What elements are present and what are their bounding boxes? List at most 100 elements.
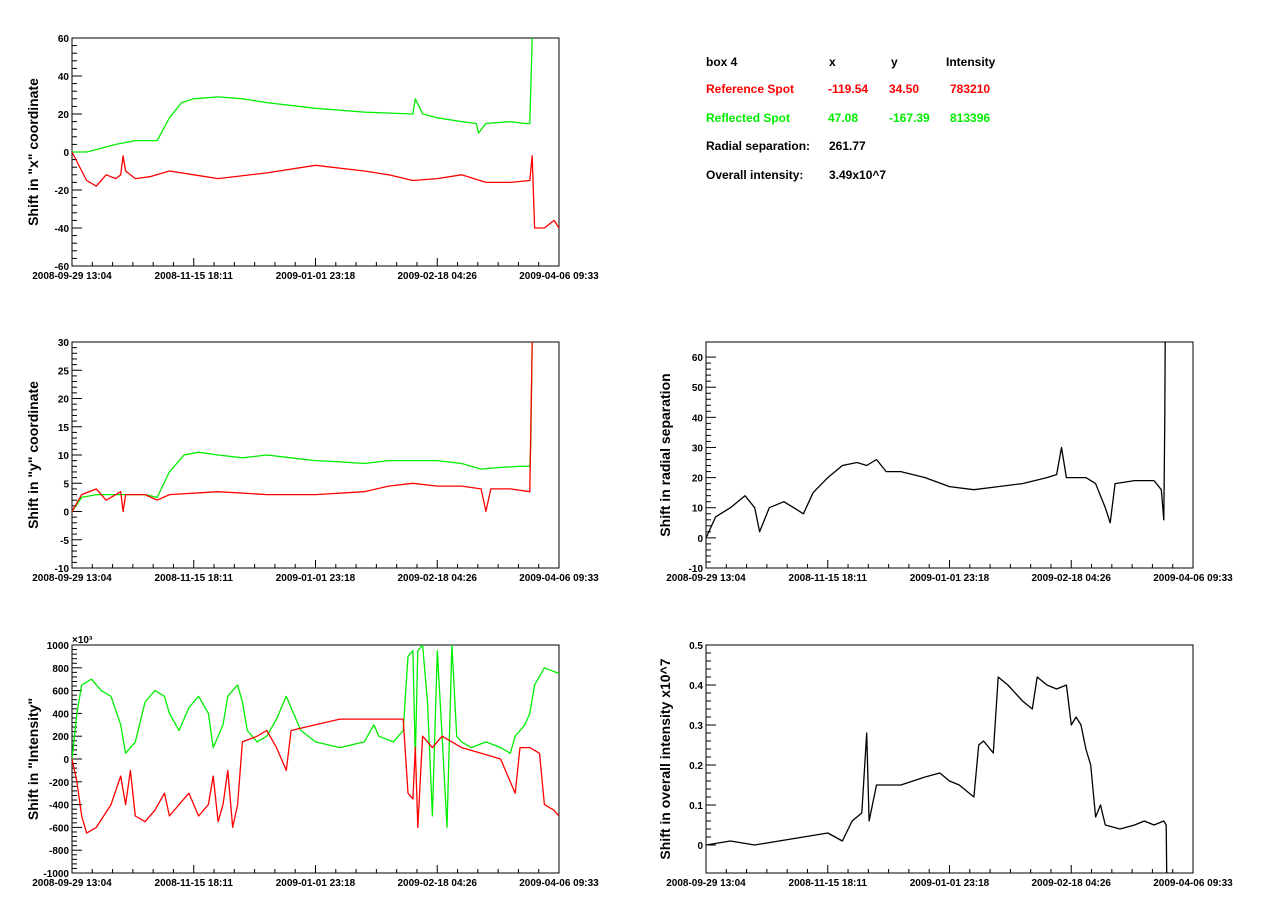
y-tick-label: 10 [58,451,70,462]
plot-frame [71,341,560,569]
y-multiplier-label: ×10³ [72,635,93,646]
info-header-intensity: Intensity [946,55,996,69]
info-header-y: y [891,55,898,69]
y-tick-label: 30 [58,338,70,349]
y-tick-label: 1000 [47,641,70,652]
y-tick-label: -200 [49,778,69,789]
x-tick-label: 2009-01-01 23:18 [276,573,356,584]
series-line-reference [72,151,559,229]
x-tick-label: 2008-11-15 18:11 [155,878,234,889]
y-tick-label: 0.5 [689,641,703,652]
x-tick-label: 2009-01-01 23:18 [910,573,990,584]
y-axis-label: Shift in "x" coordinate [25,78,41,226]
x-tick-label: 2008-09-29 13:04 [32,878,112,889]
reference-spot-x: -119.54 [828,82,868,96]
reference-spot-y: 34.50 [889,82,919,96]
y-axis-label: Shift in radial separation [657,373,673,536]
series-line-single [706,676,1168,873]
x-tick-label: 2009-04-06 09:33 [1153,573,1233,584]
x-tick-label: 2009-04-06 09:33 [519,878,599,889]
series-line-reference [72,342,533,513]
overall-intensity-label: Overall intensity: [706,168,803,182]
x-tick-label: 2008-09-29 13:04 [666,878,746,889]
y-tick-label: -800 [49,846,69,857]
y-tick-label: 60 [692,353,704,364]
info-header-x: x [829,55,836,69]
y-tick-label: 40 [58,72,70,83]
y-tick-label: 600 [52,687,69,698]
x-tick-label: 2008-11-15 18:11 [789,878,868,889]
x-tick-label: 2008-11-15 18:11 [789,573,868,584]
y-tick-label: 0.2 [689,761,703,772]
y-tick-label: 10 [692,504,704,515]
y-tick-label: 0 [697,534,703,545]
y-tick-label: 0 [63,148,69,159]
y-tick-label: -10 [689,564,704,575]
x-shift-panel: -60 -40 -20 0 20 40 60 2008-09-29 13:04 2008-11-… [25,34,599,282]
info-box: box 4 x y Intensity Reference Spot -119.… [706,55,996,182]
y-tick-label: 50 [692,383,704,394]
y-axis-label: Shift in "y" coordinate [25,381,41,529]
radial-separation-value: 261.77 [829,139,866,153]
x-tick-label: 2009-02-18 04:26 [397,573,477,584]
x-tick-label: 2008-11-15 18:11 [155,271,234,282]
y-tick-label: 25 [58,366,70,377]
x-tick-label: 2009-02-18 04:26 [1031,878,1111,889]
y-tick-label: 15 [58,423,70,434]
y-tick-label: -400 [49,801,69,812]
y-tick-label: 0 [63,508,69,519]
y-tick-label: -60 [55,262,70,273]
x-tick-label: 2009-04-06 09:33 [519,573,599,584]
plot-frame [71,644,560,874]
y-shift-panel: -10 -5 0 5 10 15 20 25 30 2008-09-29 13:04 2008-11… [25,338,599,584]
x-tick-label: 2008-09-29 13:04 [666,573,746,584]
plot-frame [71,37,560,267]
y-tick-label: 5 [63,479,69,490]
y-axis-label: Shift in overall intensity x10^7 [657,658,673,859]
reflected-spot-x: 47.08 [828,111,858,125]
y-tick-label: -40 [55,224,70,235]
x-tick-label: 2009-01-01 23:18 [276,271,356,282]
y-tick-label: -5 [60,536,69,547]
radial-separation-label: Radial separation: [706,139,810,153]
radial-shift-panel: -10 0 10 20 30 40 50 60 2008-09-29 13:04 2008-11-… [657,341,1233,584]
y-tick-label: 0.1 [689,801,703,812]
overall-intensity-shift-panel: 0 0.1 0.2 0.3 0.4 0.5 2008-09-29 13:04 2008-11-… [657,641,1233,889]
series-line-reflected [72,38,533,153]
x-tick-label: 2009-02-18 04:26 [397,271,477,282]
y-tick-label: -600 [49,823,69,834]
x-tick-label: 2009-01-01 23:18 [910,878,990,889]
y-tick-label: 20 [58,110,70,121]
info-header-box: box 4 [706,55,738,69]
y-tick-label: 20 [692,474,704,485]
series-line-reference [72,718,559,834]
y-tick-label: 0.4 [689,681,703,692]
y-tick-label: 200 [52,732,69,743]
y-axis-label: Shift in "Intensity" [25,698,41,820]
plot-frame [705,341,1194,569]
y-tick-label: 0 [63,755,69,766]
x-tick-label: 2009-02-18 04:26 [397,878,477,889]
x-tick-label: 2008-09-29 13:04 [32,271,112,282]
y-tick-label: 0.3 [689,721,703,732]
overall-intensity-value: 3.49x10^7 [829,168,886,182]
series-line-reflected [72,645,559,829]
x-tick-label: 2008-11-15 18:11 [155,573,234,584]
series-line-single [706,342,1166,539]
y-tick-label: 0 [697,841,703,852]
reference-spot-label: Reference Spot [706,82,794,96]
y-tick-label: -1000 [43,869,69,880]
reflected-spot-y: -167.39 [889,111,930,125]
x-tick-label: 2009-04-06 09:33 [519,271,599,282]
reflected-spot-intensity: 813396 [950,111,990,125]
intensity-shift-panel: -1000 -800 -600 -400 -200 0 200 400 600 800 1000 20… [25,635,599,889]
reference-spot-intensity: 783210 [950,82,990,96]
x-tick-label: 2009-01-01 23:18 [276,878,356,889]
x-tick-label: 2008-09-29 13:04 [32,573,112,584]
y-tick-label: 60 [58,34,70,45]
y-tick-label: 20 [58,395,70,406]
y-tick-label: -20 [55,186,70,197]
plot-frame [705,644,1194,874]
